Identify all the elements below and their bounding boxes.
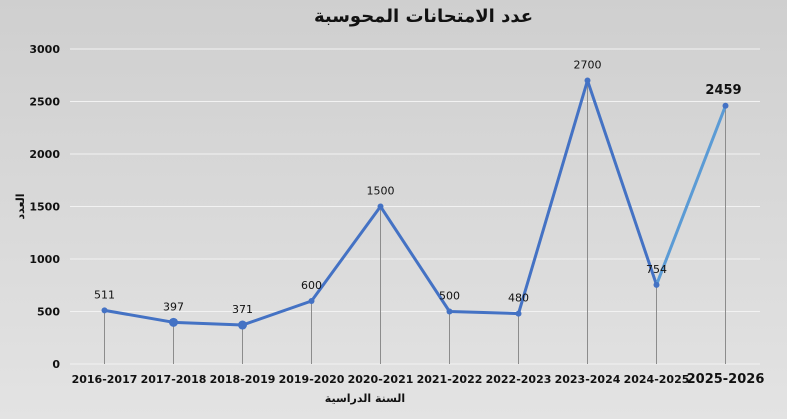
- y-tick-label: 2500: [29, 96, 60, 109]
- x-tick-label: 2018-2019: [210, 373, 276, 386]
- data-point: [584, 77, 591, 84]
- data-point: [653, 281, 660, 288]
- data-label: 397: [163, 300, 184, 313]
- y-tick-label: 500: [37, 306, 60, 319]
- y-tick-label: 0: [52, 358, 60, 371]
- x-tick-label: 2020-2021: [348, 373, 414, 386]
- x-tick-label: 2024-2025: [624, 373, 690, 386]
- data-label: 1500: [367, 185, 395, 198]
- data-label: 2459: [705, 83, 741, 98]
- data-label: 511: [94, 288, 115, 301]
- data-point: [377, 203, 384, 210]
- x-tick-label: 2025-2026: [687, 372, 765, 387]
- chart-title: عدد الامتحانات المحوسبة: [313, 6, 534, 27]
- x-tick-label: 2019-2020: [279, 373, 345, 386]
- series-line-last-segment: [655, 104, 727, 287]
- data-point: [308, 298, 315, 304]
- data-point: [238, 320, 247, 330]
- y-tick-label: 1500: [29, 201, 60, 214]
- data-label: 500: [439, 290, 460, 303]
- x-tick-label: 2022-2023: [486, 373, 552, 386]
- data-label: 2700: [574, 59, 602, 72]
- data-point: [446, 308, 453, 315]
- data-label: 371: [232, 303, 253, 316]
- y-tick-label: 3000: [29, 43, 60, 56]
- data-label: 600: [301, 279, 322, 292]
- y-tick-label: 2000: [29, 148, 60, 161]
- x-tick-label: 2016-2017: [72, 373, 138, 386]
- y-axis-label: العدد: [14, 193, 27, 219]
- x-tick-label: 2021-2022: [417, 373, 483, 386]
- x-axis-label: السنة الدراسية: [325, 392, 405, 405]
- data-point: [169, 317, 178, 327]
- data-point: [722, 102, 729, 109]
- data-point: [515, 310, 522, 317]
- data-label: 480: [508, 292, 529, 305]
- x-tick-label: 2017-2018: [141, 373, 207, 386]
- x-tick-label: 2023-2024: [555, 373, 621, 386]
- y-tick-label: 1000: [29, 253, 60, 266]
- data-point: [101, 307, 108, 314]
- data-label: 754: [646, 263, 667, 276]
